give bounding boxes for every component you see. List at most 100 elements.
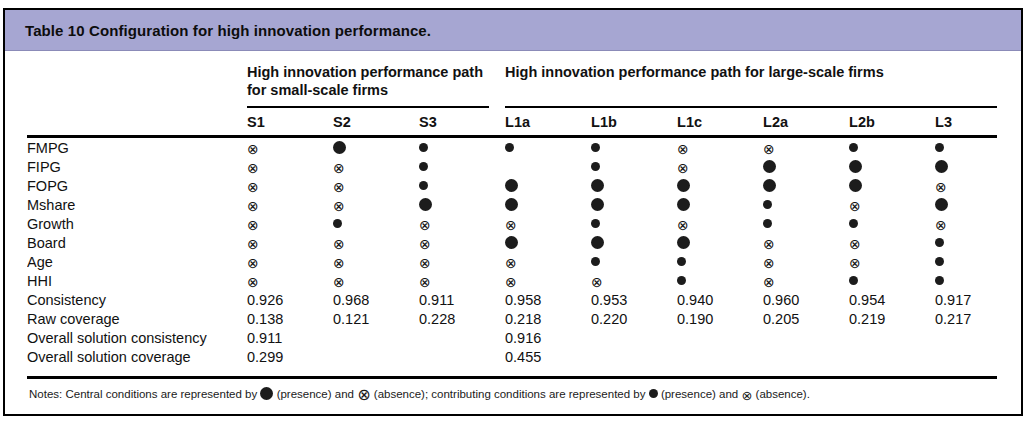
row-label: Board [27, 233, 247, 252]
condition-cell [505, 233, 591, 252]
row-label: HHI [27, 271, 247, 290]
value-cell: 0.916 [505, 328, 591, 347]
condition-cell: ⊗ [591, 271, 677, 290]
absence-icon: ⊗ [247, 179, 259, 195]
empty-cell [677, 328, 763, 347]
row-label-header [27, 108, 247, 137]
row-label: FIPG [27, 157, 247, 176]
condition-cell [763, 176, 849, 195]
empty-cell [849, 328, 935, 347]
table-row: Age⊗⊗⊗⊗⊗⊗ [27, 252, 997, 271]
condition-cell: ⊗ [419, 271, 505, 290]
condition-cell: ⊗ [333, 233, 419, 252]
condition-cell: ⊗ [247, 271, 333, 290]
table-frame: Table 10 Configuration for high innovati… [3, 8, 1023, 416]
contributing-presence-icon [333, 219, 342, 228]
row-label: Growth [27, 214, 247, 233]
central-presence-icon [935, 198, 948, 211]
table-row: Overall solution coverage0.2990.455 [27, 347, 997, 366]
empty-cell [591, 328, 677, 347]
notes-text-2: (presence) and [277, 388, 354, 400]
value-cell: 0.954 [849, 290, 935, 309]
central-presence-icon [591, 236, 604, 249]
condition-cell [849, 214, 935, 233]
empty-cell [763, 328, 849, 347]
condition-cell [591, 214, 677, 233]
row-label: Overall solution consistency [27, 328, 247, 347]
value-cell: 0.926 [247, 290, 333, 309]
condition-cell [935, 252, 997, 271]
condition-cell [849, 137, 935, 158]
central-presence-icon [677, 179, 690, 192]
central-presence-icon [260, 387, 273, 400]
table-row: FIPG⊗⊗⊗ [27, 157, 997, 176]
contributing-presence-icon [591, 143, 600, 152]
row-label-header-spacer [27, 63, 247, 108]
absence-icon: ⊗ [763, 236, 775, 252]
central-presence-icon [763, 160, 776, 173]
central-presence-icon [677, 198, 690, 211]
value-cell: 0.968 [333, 290, 419, 309]
row-label: Mshare [27, 195, 247, 214]
condition-cell [677, 195, 763, 214]
value-cell: 0.121 [333, 309, 419, 328]
absence-icon: ⊗ [763, 255, 775, 271]
contributing-presence-icon [419, 181, 428, 190]
condition-cell: ⊗ [333, 271, 419, 290]
condition-cell: ⊗ [849, 195, 935, 214]
condition-cell: ⊗ [333, 195, 419, 214]
condition-cell: ⊗ [247, 176, 333, 195]
column-header-l2b: L2b [849, 108, 935, 137]
condition-cell: ⊗ [763, 252, 849, 271]
empty-cell [591, 347, 677, 366]
condition-cell: ⊗ [505, 271, 591, 290]
condition-cell [505, 137, 591, 158]
contributing-absence-icon: ⊗ [741, 388, 752, 403]
notes-text-5: (absence). [756, 388, 810, 400]
group-header-large-scale: High innovation performance path for lar… [505, 63, 997, 108]
notes-text-3: (absence); contributing conditions are r… [374, 388, 646, 400]
condition-cell: ⊗ [247, 157, 333, 176]
condition-cell [591, 252, 677, 271]
absence-icon: ⊗ [763, 141, 775, 157]
condition-cell: ⊗ [505, 252, 591, 271]
value-cell: 0.219 [849, 309, 935, 328]
value-cell: 0.940 [677, 290, 763, 309]
contributing-presence-icon [935, 257, 944, 266]
condition-cell [763, 195, 849, 214]
condition-cell: ⊗ [849, 233, 935, 252]
condition-cell [849, 176, 935, 195]
absence-icon: ⊗ [419, 255, 431, 271]
condition-cell: ⊗ [247, 214, 333, 233]
absence-icon: ⊗ [419, 236, 431, 252]
table-row: Board⊗⊗⊗⊗⊗ [27, 233, 997, 252]
central-presence-icon [849, 179, 862, 192]
contributing-presence-icon [591, 219, 600, 228]
condition-cell: ⊗ [763, 233, 849, 252]
column-header-row: S1 S2 S3 L1a L1b L1c L2a L2b L3 [27, 108, 997, 137]
absence-icon: ⊗ [247, 198, 259, 214]
condition-cell [591, 233, 677, 252]
column-header-l2a: L2a [763, 108, 849, 137]
contributing-presence-icon [849, 143, 858, 152]
condition-cell [505, 176, 591, 195]
empty-cell [677, 347, 763, 366]
condition-cell: ⊗ [333, 176, 419, 195]
condition-cell: ⊗ [505, 214, 591, 233]
value-cell: 0.958 [505, 290, 591, 309]
value-cell: 0.138 [247, 309, 333, 328]
table-row: Raw coverage0.1380.1210.2280.2180.2200.1… [27, 309, 997, 328]
central-presence-icon [505, 179, 518, 192]
value-cell: 0.217 [935, 309, 997, 328]
group-header-small-scale: High innovation performance path for sma… [247, 63, 505, 108]
value-cell: 0.190 [677, 309, 763, 328]
condition-cell [763, 157, 849, 176]
value-cell: 0.455 [505, 347, 591, 366]
column-header-s2: S2 [333, 108, 419, 137]
condition-cell [677, 176, 763, 195]
condition-cell: ⊗ [247, 137, 333, 158]
value-cell: 0.299 [247, 347, 333, 366]
empty-cell [763, 347, 849, 366]
absence-icon: ⊗ [849, 236, 861, 252]
condition-cell [333, 214, 419, 233]
